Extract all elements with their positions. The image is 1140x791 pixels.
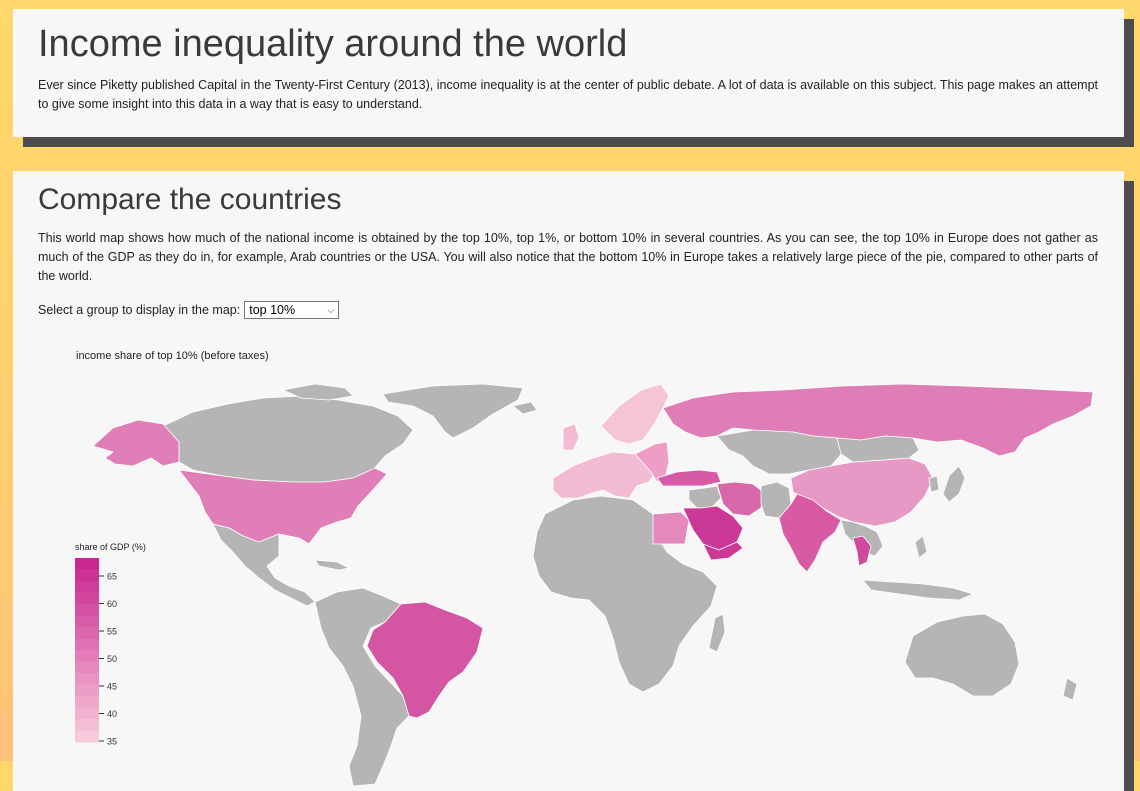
map-region-canada[interactable] xyxy=(162,395,414,483)
intro-card: Income inequality around the world Ever … xyxy=(13,9,1124,137)
legend-tick-label: 45 xyxy=(107,682,117,692)
map-region-australia[interactable] xyxy=(904,613,1020,697)
map-title: income share of top 10% (before taxes) xyxy=(76,350,269,362)
map-region-europe-east[interactable] xyxy=(634,441,670,483)
legend-swatch xyxy=(75,661,99,674)
map-region-japan[interactable] xyxy=(942,465,966,503)
world-map xyxy=(92,383,1093,786)
chevron-down-icon: ⌵ xyxy=(327,304,335,315)
map-region-mongolia[interactable] xyxy=(836,435,920,463)
legend-title: share of GDP (%) xyxy=(75,542,146,552)
section-title: Compare the countries xyxy=(38,183,342,216)
legend-swatch xyxy=(75,719,99,731)
map-region-egypt[interactable] xyxy=(652,511,690,545)
legend-swatch xyxy=(75,581,99,593)
map-region-saudi-arabia[interactable] xyxy=(682,505,744,551)
legend-swatch xyxy=(75,627,99,639)
legend-swatch xyxy=(75,707,99,720)
compare-card: Compare the countries This world map sho… xyxy=(13,171,1124,791)
legend-swatch xyxy=(75,650,99,662)
legend-swatch xyxy=(75,592,99,605)
legend-tick-label: 60 xyxy=(107,599,117,609)
group-select[interactable]: top 10% ⌵ xyxy=(244,301,340,319)
legend-swatch xyxy=(75,558,99,570)
map-region-brazil[interactable] xyxy=(366,601,484,719)
legend-tick-label: 55 xyxy=(107,627,117,637)
legend-swatch xyxy=(75,604,99,616)
map-region-philippines[interactable] xyxy=(914,535,928,559)
map-region-madagascar[interactable] xyxy=(708,613,726,653)
legend-tick-label: 35 xyxy=(107,737,117,747)
color-legend: 65 60 55 50 45 40 35 xyxy=(75,558,117,747)
legend-swatch xyxy=(75,673,99,685)
map-region-uk[interactable] xyxy=(562,423,580,451)
compare-paragraph: This world map shows how much of the nat… xyxy=(38,231,1098,283)
legend-swatch xyxy=(75,684,99,697)
map-region-turkey[interactable] xyxy=(656,469,722,487)
map-region-iran[interactable] xyxy=(716,481,764,517)
legend-swatch xyxy=(75,615,99,628)
intro-paragraph: Ever since Piketty published Capital in … xyxy=(38,78,1098,111)
legend-swatch xyxy=(75,730,99,743)
legend-tick-label: 50 xyxy=(107,654,117,664)
legend-tick-label: 40 xyxy=(107,709,117,719)
map-region-europe-west[interactable] xyxy=(552,451,658,499)
map-region-korea[interactable] xyxy=(928,475,940,493)
page-title: Income inequality around the world xyxy=(38,23,628,65)
map-region-levant[interactable] xyxy=(688,485,722,509)
map-region-indonesia[interactable] xyxy=(862,579,974,601)
group-select-row: Select a group to display in the map: to… xyxy=(38,301,340,319)
group-select-label: Select a group to display in the map: xyxy=(38,303,241,317)
map-region-russia[interactable] xyxy=(662,383,1093,457)
map-region-yemen[interactable] xyxy=(702,541,744,561)
map-region-south-america[interactable] xyxy=(314,587,410,786)
map-region-scandinavia[interactable] xyxy=(600,383,670,445)
legend-swatch xyxy=(75,569,99,582)
group-select-value: top 10% xyxy=(249,303,296,317)
map-region-africa[interactable] xyxy=(532,495,718,693)
legend-swatch xyxy=(75,638,99,651)
map-region-thailand[interactable] xyxy=(852,535,872,567)
map-region-mexico[interactable] xyxy=(212,523,316,607)
map-region-arctic-islands[interactable] xyxy=(282,383,354,401)
legend-tick-label: 65 xyxy=(107,572,117,582)
map-region-alaska[interactable] xyxy=(92,419,180,467)
map-region-new-zealand[interactable] xyxy=(1062,677,1078,701)
legend-swatch xyxy=(75,696,99,708)
map-region-iceland[interactable] xyxy=(512,401,538,415)
map-region-india[interactable] xyxy=(778,493,842,573)
map-region-caribbean[interactable] xyxy=(314,559,350,571)
map-region-greenland[interactable] xyxy=(382,383,524,439)
